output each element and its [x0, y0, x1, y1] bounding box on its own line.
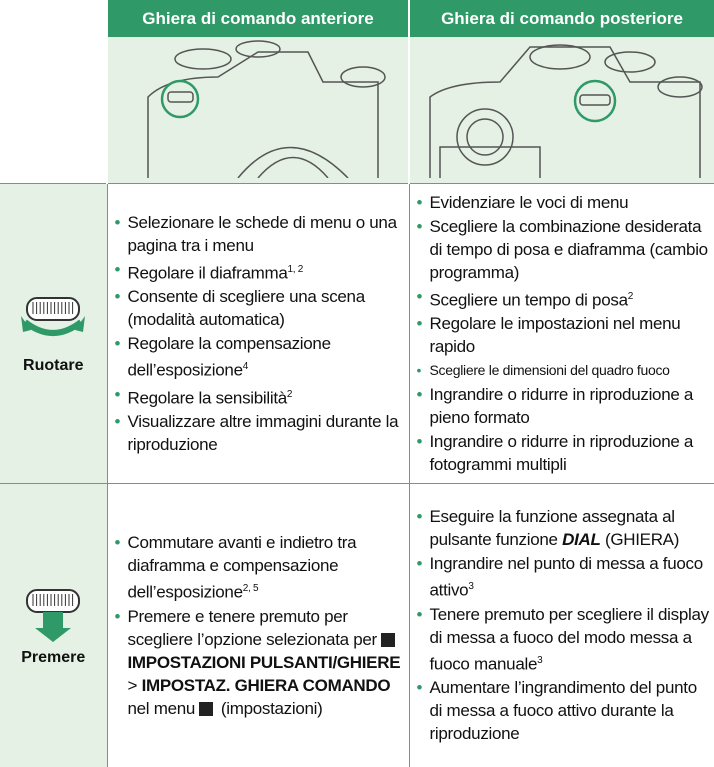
list-item: Regolare le impostazioni nel menu rapido: [416, 312, 711, 358]
header: Ghiera di comando posteriore: [408, 0, 714, 37]
list-item: Visualizzare altre immagini durante la r…: [114, 410, 405, 456]
footnote: 2: [627, 290, 634, 302]
list: Selezionare le schede di menu o una pagi…: [114, 211, 405, 457]
dial-icon: [26, 588, 81, 642]
list-item: Regolare la sensibilità2: [114, 383, 405, 410]
icon: [0, 584, 107, 649]
text: Eseguire la funzione assegnata al pulsan…: [429, 507, 676, 550]
header: Ghiera di comando anteriore: [106, 0, 409, 37]
text: Scegliere un tempo di posa: [429, 290, 629, 310]
row-label: Premere: [0, 483, 107, 767]
text: Ingrandire nel punto di messa a fuoco at…: [429, 554, 704, 600]
list-item: Ingrandire nel punto di messa a fuoco at…: [416, 552, 711, 602]
list-item: Ingrandire o ridurre in riproduzione a f…: [416, 430, 711, 476]
row-label-text: Premere: [21, 648, 86, 666]
text: DIAL: [562, 530, 601, 550]
dial-icon: [21, 297, 86, 336]
footnote: 2: [286, 388, 293, 400]
text: nel menu: [127, 698, 200, 718]
text: IMPOSTAZ. GHIERA COMANDO: [141, 675, 391, 695]
footnote: 1, 2: [287, 263, 304, 275]
list-item: Regolare la compensazione dell’esposizio…: [114, 332, 405, 382]
text: Premere e tenere premuto per scegliere l…: [127, 606, 382, 649]
text: Tenere premuto per scegliere il display …: [429, 604, 710, 674]
list-item: Commutare avanti e indietro tra diaframm…: [114, 531, 405, 604]
menu-icon: [199, 701, 214, 716]
cell: Evidenziare le voci di menuScegliere la …: [408, 183, 714, 484]
list-item: Eseguire la funzione assegnata al pulsan…: [416, 505, 711, 551]
row-label-text: Ruotare: [23, 357, 84, 374]
camera-front: [147, 40, 386, 179]
camera-rear: [429, 44, 703, 178]
list-item: Aumentare l’ingrandimento del punto di m…: [416, 676, 711, 745]
list-item: Regolare il diaframma1, 2: [114, 258, 405, 285]
footnote: 2, 5: [242, 582, 259, 594]
cell: Selezionare le schede di menu o una pagi…: [106, 183, 409, 484]
cell: Eseguire la funzione assegnata al pulsan…: [408, 483, 714, 767]
footnote: 3: [537, 654, 543, 666]
list: Eseguire la funzione assegnata al pulsan…: [416, 505, 711, 745]
text: Regolare la compensazione dell’esposizio…: [127, 334, 332, 380]
list-item: Ingrandire o ridurre in riproduzione a p…: [416, 383, 711, 429]
list-item: Selezionare le schede di menu o una pagi…: [114, 211, 405, 257]
list-item: Tenere premuto per scegliere il display …: [416, 603, 711, 676]
list-item: Scegliere la combinazione desiderata di …: [416, 215, 711, 284]
footnote: 3: [468, 581, 474, 593]
footnote: 4: [242, 361, 249, 373]
list-item: Evidenziare le voci di menu: [416, 191, 711, 214]
list-item: Scegliere le dimensioni del quadro fuoco: [416, 359, 711, 382]
text: Regolare il diaframma: [127, 263, 288, 283]
list: Commutare avanti e indietro tra diaframm…: [114, 531, 405, 720]
list-item: Scegliere un tempo di posa2: [416, 285, 711, 312]
row-label: Ruotare: [0, 183, 107, 484]
text: (impostazioni): [216, 698, 323, 718]
text: (GHIERA): [600, 530, 680, 550]
text: >: [127, 675, 142, 695]
text: Commutare avanti e indietro tra diaframm…: [127, 532, 357, 602]
list-item: Consente di scegliere una scena (modalit…: [114, 285, 405, 331]
icon: [0, 292, 107, 357]
text: IMPOSTAZIONI PULSANTI/GHIERE: [127, 652, 401, 672]
text: Regolare la sensibilità: [127, 388, 288, 408]
list-item: Premere e tenere premuto per scegliere l…: [114, 605, 405, 720]
cell: Commutare avanti e indietro tra diaframm…: [106, 483, 409, 767]
menu-icon: [381, 632, 396, 647]
list: Evidenziare le voci di menuScegliere la …: [416, 191, 711, 477]
